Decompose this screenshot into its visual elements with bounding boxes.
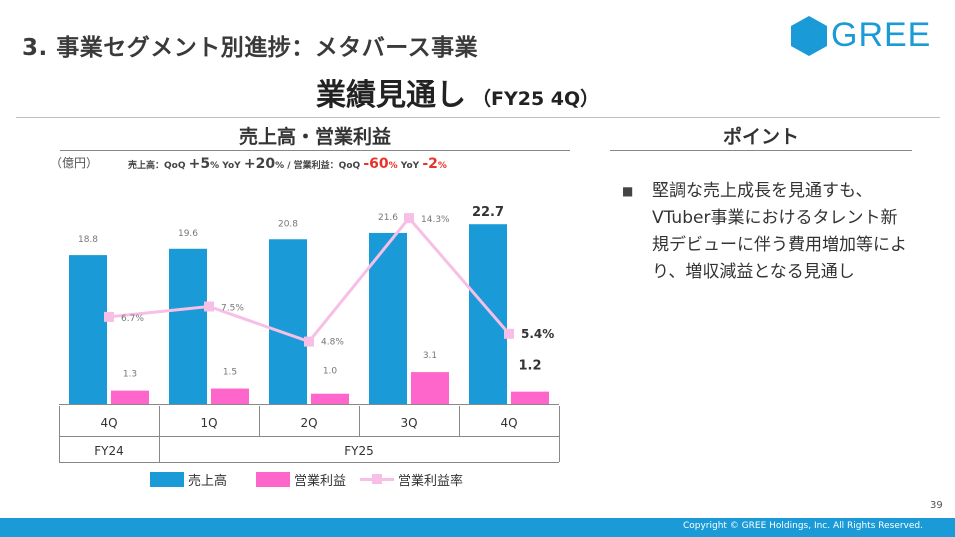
op-margin-marker (504, 328, 514, 339)
category-label: 2Q (300, 416, 317, 430)
op-yoy-value: -2 (422, 156, 438, 172)
op-qoq-pct: % (388, 161, 398, 171)
sales-bar-label: 21.6 (378, 213, 398, 223)
growth-separator: / (287, 161, 291, 171)
bullet-square-icon: ■ (622, 184, 634, 198)
chart-panel-divider (60, 150, 570, 151)
sales-bar (169, 248, 207, 404)
legend-item: 営業利益率 (360, 470, 463, 489)
op-profit-bar-label: 3.1 (423, 351, 437, 361)
op-profit-bar-label: 1.5 (223, 368, 237, 378)
sales-operating-profit-chart: 18.8 19.6 20.8 21.6 22.7 1.3 6.7% 1.5 7.5% 1.0 4.8… (59, 205, 560, 463)
section-title: 3. 事業セグメント別進捗：メタバース事業 (22, 35, 479, 61)
op-profit-bar (511, 391, 549, 404)
sales-bar (269, 239, 307, 404)
category-label: 1Q (200, 416, 217, 430)
sales-bar (69, 255, 107, 404)
category-label: 3Q (400, 416, 417, 430)
op-margin-label: 7.5% (221, 304, 244, 314)
op-margin-label: 14.3% (421, 215, 450, 225)
sales-qoq-value: +5 (188, 156, 211, 172)
op-profit-bar (311, 393, 349, 404)
hexagon-logo-icon (791, 16, 827, 56)
op-margin-label: 4.8% (321, 338, 344, 348)
op-margin-label: 6.7% (121, 314, 144, 324)
sales-qoq-pct: % (210, 161, 220, 171)
growth-summary: 売上高：QoQ +5% YoY +20% / 営業利益：QoQ -60% YoY… (128, 156, 447, 172)
group-label: FY25 (344, 444, 374, 458)
op-margin-label: 5.4% (521, 327, 554, 341)
page-title-text: 業績見通し (316, 78, 466, 113)
header-divider (16, 117, 940, 118)
logo-text: GREE (831, 16, 932, 54)
op-profit-bar (111, 390, 149, 404)
category-label: 4Q (100, 416, 117, 430)
sales-bar-label: 19.6 (178, 229, 198, 239)
group-label: FY24 (94, 444, 124, 458)
sales-bar-label: 18.8 (78, 235, 98, 245)
page-number: 39 (930, 500, 943, 511)
legend-bar-swatch (256, 472, 290, 487)
footer-bar (0, 518, 955, 537)
op-profit-bar-label: 1.2 (518, 359, 541, 374)
legend-label: 売上高 (188, 474, 228, 489)
copyright: Copyright © GREE Holdings, Inc. All Righ… (682, 521, 923, 531)
legend-item: 営業利益 (256, 470, 346, 489)
sales-bar-label: 20.8 (278, 219, 298, 229)
op-margin-marker (404, 213, 414, 224)
sales-yoy-value: +20 (243, 156, 276, 172)
op-yoy-pct: % (437, 161, 447, 171)
sales-growth-label: 売上高：QoQ (128, 161, 186, 171)
op-profit-bar (211, 388, 249, 404)
page-title: 業績見通し （FY25 4Q） (316, 70, 599, 114)
legend-item: 売上高 (150, 470, 227, 489)
legend-line-swatch (360, 474, 394, 484)
category-label: 4Q (500, 416, 517, 430)
sales-yoy-label: YoY (222, 161, 241, 171)
op-profit-bar-label: 1.3 (123, 370, 137, 380)
op-yoy-label: YoY (400, 161, 420, 171)
sales-bar-label: 22.7 (472, 205, 504, 220)
point-bullet-text: 堅調な売上成長を見通すも、VTuber事業におけるタレント新規デビューに伴う費用… (652, 181, 907, 282)
op-profit-bar (411, 372, 449, 404)
op-margin-marker (304, 336, 314, 347)
legend-label: 営業利益率 (398, 474, 464, 489)
gree-logo: GREE (791, 14, 941, 58)
point-panel-divider (610, 150, 912, 151)
legend-bar-swatch (150, 472, 184, 487)
op-margin-marker (204, 301, 214, 312)
op-qoq-value: -60 (363, 156, 389, 172)
chart-panel-title: 売上高・営業利益 (238, 126, 391, 148)
legend-label: 営業利益 (294, 474, 347, 489)
op-profit-bar-label: 1.0 (323, 367, 338, 377)
point-panel-title: ポイント (722, 126, 799, 148)
sales-yoy-pct: % (275, 161, 285, 171)
op-growth-label: 営業利益：QoQ (293, 161, 361, 171)
op-margin-marker (104, 311, 114, 322)
unit-label: （億円） (50, 156, 99, 170)
sales-bar (469, 224, 507, 404)
page-title-period: （FY25 4Q） (472, 88, 600, 110)
